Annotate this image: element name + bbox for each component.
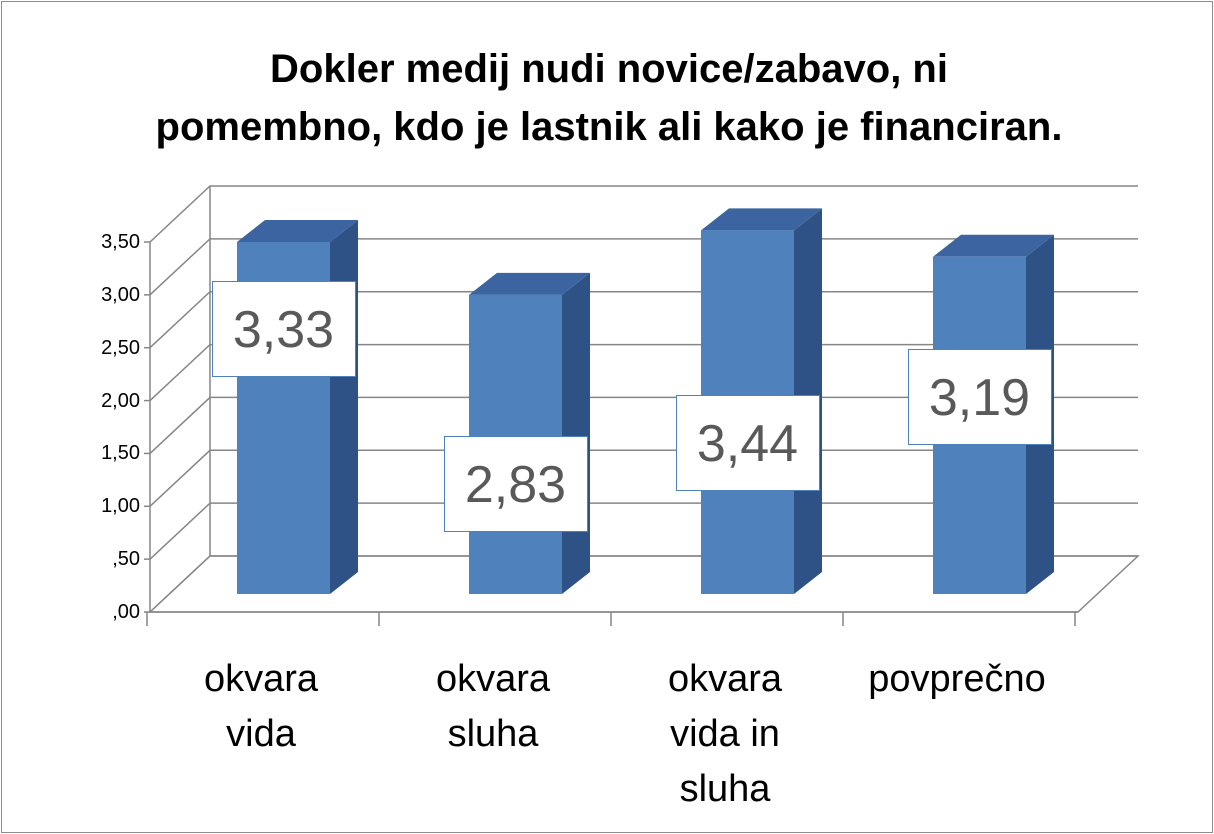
y-tick-label: 1,50 <box>101 442 140 465</box>
grid-line <box>149 238 1138 296</box>
data-label: 3,44 <box>675 395 820 491</box>
grid-line <box>149 396 1138 454</box>
grid-line <box>149 290 1138 349</box>
y-tick-label: 3,50 <box>101 231 140 253</box>
y-tick-label: ,00 <box>112 601 140 623</box>
bar-top <box>237 219 358 242</box>
x-tick-label: okvara vida <box>203 658 319 755</box>
data-label: 3,33 <box>211 281 356 377</box>
bar-side <box>330 219 358 594</box>
bar-top <box>701 208 822 231</box>
data-label: 2,83 <box>443 436 588 532</box>
grid-line <box>149 185 1138 243</box>
x-tick-label: okvara sluha <box>435 658 551 755</box>
x-tick-label: okvara vida in sluha <box>667 658 783 810</box>
grid-line <box>149 343 1138 402</box>
data-label: 3,19 <box>907 349 1052 445</box>
bar-top <box>933 234 1054 257</box>
y-tick-label: 2,00 <box>101 389 140 412</box>
bar-top <box>469 272 590 295</box>
x-tick-label: povprečno <box>868 658 1046 700</box>
grid-line <box>149 555 1138 613</box>
y-tick-label: ,50 <box>112 548 140 571</box>
chart-title: Dokler medij nudi novice/zabavo, ni pome… <box>155 47 1063 149</box>
bar-side <box>562 272 590 594</box>
grid-line <box>149 449 1138 507</box>
y-tick-label: 3,00 <box>101 283 140 306</box>
y-tick-label: 2,50 <box>101 336 140 359</box>
y-tick-label: 1,00 <box>101 495 140 518</box>
grid-line <box>149 502 1138 560</box>
